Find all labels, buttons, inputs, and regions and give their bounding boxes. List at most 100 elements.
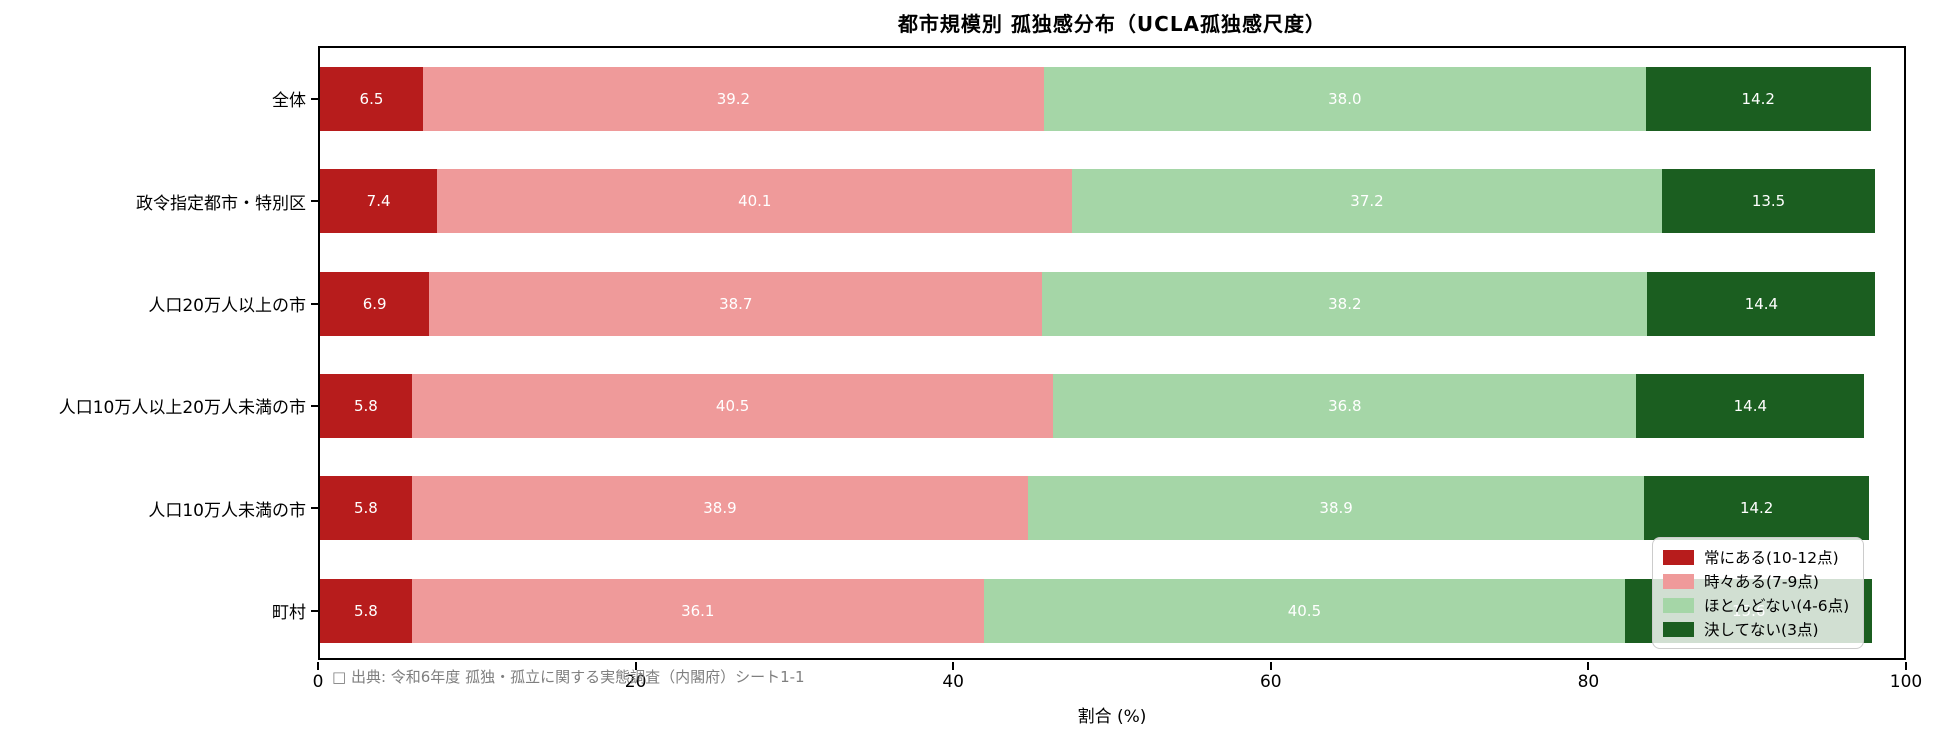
bar-value-label: 40.5 xyxy=(715,397,750,416)
legend-swatch xyxy=(1663,621,1694,637)
bar-segment: 14.2 xyxy=(1645,67,1871,132)
bar-value-label: 5.8 xyxy=(354,397,378,416)
bar-value-label: 14.2 xyxy=(1739,499,1774,518)
bar-segment: 40.5 xyxy=(411,374,1054,439)
y-tick-mark xyxy=(311,405,318,408)
bar-segment: 38.9 xyxy=(1028,476,1645,541)
legend-item: 決してない(3点) xyxy=(1663,617,1849,641)
y-axis-label: 政令指定都市・特別区 xyxy=(136,193,306,214)
y-tick-mark xyxy=(311,609,318,612)
legend-item: 常にある(10-12点) xyxy=(1663,545,1849,569)
bar-segment: 36.1 xyxy=(411,578,984,643)
bar-value-label: 38.9 xyxy=(1319,499,1353,518)
stacked-bar: 5.8 40.5 36.8 14.4 xyxy=(320,374,1904,439)
bar-segment: 36.8 xyxy=(1053,374,1637,439)
bar-segment: 38.7 xyxy=(429,271,1043,336)
bar-value-label: 7.4 xyxy=(366,192,391,211)
bar-segment: 14.4 xyxy=(1647,271,1876,336)
bar-segment: 6.9 xyxy=(320,271,430,336)
y-axis-label: 人口10万人以上20万人未満の市 xyxy=(58,398,306,419)
bar-value-label: 14.2 xyxy=(1741,90,1775,109)
bar-value-label: 36.8 xyxy=(1328,397,1362,416)
legend: 常にある(10-12点) 時々ある(7-9点) ほとんどない(4-6点) 決してない(… xyxy=(1652,537,1865,649)
x-tick-label: 20 xyxy=(624,672,647,692)
y-axis-label: 人口10万人未満の市 xyxy=(148,500,306,521)
stacked-bar: 6.9 38.7 38.2 14.4 xyxy=(320,271,1904,336)
bar-value-label: 39.2 xyxy=(716,90,751,109)
legend-swatch xyxy=(1663,597,1694,613)
y-axis-label: 全体 xyxy=(272,91,306,112)
x-tick-mark xyxy=(1905,662,1907,670)
y-tick-mark xyxy=(311,302,318,305)
bar-row: 6.5 39.2 38.0 14.2 xyxy=(311,48,1904,150)
x-tick-mark xyxy=(1269,662,1272,670)
bar-segment: 5.8 xyxy=(320,476,412,541)
bar-segment: 39.2 xyxy=(422,67,1044,132)
y-tick-mark xyxy=(311,200,318,203)
x-tick-mark xyxy=(317,662,319,670)
bar-segment: 38.0 xyxy=(1043,67,1646,132)
bar-value-label: 38.2 xyxy=(1328,294,1362,313)
x-axis-label: 割合 (%) xyxy=(1077,707,1147,727)
bar-value-label: 38.9 xyxy=(703,499,737,518)
bar-value-label: 38.7 xyxy=(719,294,753,313)
bar-value-label: 38.0 xyxy=(1328,90,1362,109)
legend-label: 常にある(10-12点) xyxy=(1704,549,1839,567)
bar-row: 5.8 40.5 36.8 14.4 xyxy=(311,355,1904,457)
bar-segment: 7.4 xyxy=(320,169,438,234)
legend-label: 決してない(3点) xyxy=(1704,621,1819,639)
bar-segment: 40.1 xyxy=(437,169,1073,234)
bar-value-label: 36.1 xyxy=(681,601,715,620)
bar-value-label: 40.5 xyxy=(1287,601,1322,620)
bar-segment: 40.5 xyxy=(983,578,1626,643)
bar-segment: 38.2 xyxy=(1042,271,1648,336)
bar-value-label: 14.4 xyxy=(1744,294,1779,313)
bar-row: 7.4 40.1 37.2 13.5 xyxy=(311,150,1904,252)
legend-swatch xyxy=(1663,573,1694,589)
x-tick-label: 80 xyxy=(1577,672,1600,692)
bar-row: 6.9 38.7 38.2 14.4 xyxy=(311,253,1904,355)
bar-segment: 5.8 xyxy=(320,374,412,439)
bar-row: 5.8 38.9 38.9 14.2 xyxy=(311,457,1904,559)
bar-value-label: 37.2 xyxy=(1350,192,1384,211)
legend-swatch xyxy=(1663,549,1694,565)
x-tick-label: 40 xyxy=(942,672,965,692)
bar-value-label: 40.1 xyxy=(738,192,772,211)
legend-item: ほとんどない(4-6点) xyxy=(1663,593,1849,617)
y-axis-label: 人口20万人以上の市 xyxy=(148,295,306,316)
x-tick-label: 0 xyxy=(312,672,324,692)
bar-segment: 5.8 xyxy=(320,578,412,643)
bar-segment: 37.2 xyxy=(1072,169,1662,234)
bar-value-label: 13.5 xyxy=(1751,192,1786,211)
x-tick-label: 60 xyxy=(1259,672,1282,692)
y-tick-mark xyxy=(311,507,318,510)
plot-area: 常にある(10-12点) 時々ある(7-9点) ほとんどない(4-6点) 決してない(… xyxy=(311,46,1906,662)
legend-label: 時々ある(7-9点) xyxy=(1704,573,1819,591)
y-axis-label: 町村 xyxy=(272,602,306,623)
stacked-bar: 5.836.140.515.6 xyxy=(320,578,1904,643)
bar-segment: 38.9 xyxy=(411,476,1029,541)
bar-value-label: 5.8 xyxy=(354,499,378,518)
bar-segment: 13.5 xyxy=(1661,169,1876,234)
source-footnote: □ 出典: 令和6年度 孤独・孤立に関する実態調査（内閣府）シート1-1 xyxy=(332,668,805,686)
stacked-bar: 6.5 39.2 38.0 14.2 xyxy=(320,67,1904,132)
bar-value-label: 5.8 xyxy=(354,601,378,620)
x-tick-label: 100 xyxy=(1889,672,1923,692)
bar-value-label: 14.4 xyxy=(1733,397,1768,416)
bar-value-label: 6.5 xyxy=(359,90,384,109)
bar-segment: 6.5 xyxy=(320,67,423,132)
stacked-bar: 7.4 40.1 37.2 13.5 xyxy=(320,169,1904,234)
legend-item: 時々ある(7-9点) xyxy=(1663,569,1849,593)
y-tick-mark xyxy=(311,98,318,101)
stacked-bar: 5.8 38.9 38.9 14.2 xyxy=(320,476,1904,541)
bar-segment: 14.4 xyxy=(1636,374,1865,439)
chart-title: 都市規模別 孤独感分布（UCLA孤独感尺度） xyxy=(897,12,1327,36)
bar-segment: 14.2 xyxy=(1644,476,1870,541)
x-tick-mark xyxy=(952,662,955,670)
bar-value-label: 6.9 xyxy=(362,294,387,313)
x-tick-mark xyxy=(634,662,637,670)
bar-row: 5.836.140.515.6 xyxy=(311,560,1904,662)
legend-label: ほとんどない(4-6点) xyxy=(1704,597,1850,615)
x-tick-mark xyxy=(1587,662,1590,670)
